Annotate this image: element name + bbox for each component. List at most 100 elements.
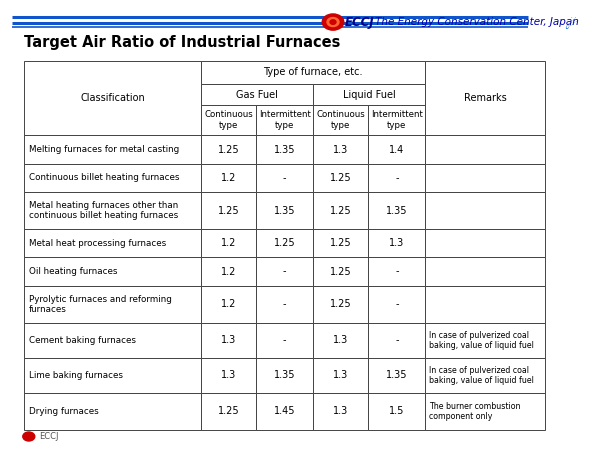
Bar [425,286,545,323]
Bar [256,164,313,192]
Bar [425,257,545,286]
Bar [24,393,201,430]
Bar [24,286,201,323]
Circle shape [330,20,336,24]
Text: Drying furnaces: Drying furnaces [29,407,98,416]
Bar [201,323,256,358]
Text: 1.25: 1.25 [218,144,239,155]
Bar [24,257,201,286]
Bar [368,164,425,192]
Bar [201,257,256,286]
Text: Classification: Classification [80,93,145,103]
Text: Type of furnace, etc.: Type of furnace, etc. [263,68,363,77]
Text: 1.3: 1.3 [221,370,236,380]
Bar [368,105,425,135]
Bar [368,257,425,286]
Text: Intermittent
type: Intermittent type [259,110,311,130]
Bar [313,84,425,105]
Circle shape [327,18,339,27]
Bar [24,358,201,393]
Text: 1.25: 1.25 [330,238,352,248]
Bar [201,164,256,192]
Bar [313,229,368,257]
Text: The Energy Conservation Center, Japan: The Energy Conservation Center, Japan [375,17,579,27]
Bar [425,164,545,192]
Text: Liquid Fuel: Liquid Fuel [343,90,395,99]
Bar [425,393,545,430]
Bar [201,393,256,430]
Bar [425,229,545,257]
Text: 1.45: 1.45 [274,406,295,416]
Bar [313,393,368,430]
Bar [24,135,201,164]
Bar [201,61,425,84]
Text: 1.3: 1.3 [389,238,404,248]
Text: ECCJ: ECCJ [39,432,59,441]
Text: 1.35: 1.35 [386,370,407,380]
Bar [368,358,425,393]
Text: 1.5: 1.5 [389,406,404,416]
Bar [313,135,368,164]
Text: 1.35: 1.35 [386,206,407,216]
Bar [368,323,425,358]
Text: Pyrolytic furnaces and reforming
furnaces: Pyrolytic furnaces and reforming furnace… [29,294,172,314]
Text: -: - [283,266,286,277]
Text: -: - [395,266,398,277]
Circle shape [23,432,35,441]
Text: In case of pulverized coal
baking, value of liquid fuel: In case of pulverized coal baking, value… [429,365,534,385]
Text: ☄: ☄ [564,18,576,32]
Text: 1.2: 1.2 [221,299,236,309]
Bar [201,286,256,323]
Bar [313,358,368,393]
Text: 1.35: 1.35 [274,144,295,155]
Text: Continuous
type: Continuous type [204,110,253,130]
Bar [24,323,201,358]
Bar [256,358,313,393]
Text: 1.25: 1.25 [330,173,352,183]
Bar [425,323,545,358]
Bar [24,61,201,135]
Text: Melting furnaces for metal casting: Melting furnaces for metal casting [29,145,179,154]
Bar [201,135,256,164]
Bar [425,61,545,135]
Circle shape [322,14,344,30]
Text: Continuous billet heating furnaces: Continuous billet heating furnaces [29,174,179,183]
Bar [368,229,425,257]
Bar [368,393,425,430]
Bar [24,192,201,229]
Text: 1.25: 1.25 [274,238,296,248]
Text: Metal heat processing furnaces: Metal heat processing furnaces [29,239,166,248]
Text: Continuous
type: Continuous type [316,110,365,130]
Bar [313,105,368,135]
Text: 1.25: 1.25 [218,206,239,216]
Bar [256,257,313,286]
Text: -: - [283,299,286,309]
Bar [201,84,313,105]
Text: Gas Fuel: Gas Fuel [236,90,278,99]
Text: 1.25: 1.25 [330,206,352,216]
Bar [256,105,313,135]
Text: 1.2: 1.2 [221,266,236,277]
Bar [313,164,368,192]
Bar [24,164,201,192]
Text: 1.3: 1.3 [333,370,349,380]
Text: 1.35: 1.35 [274,206,295,216]
Text: -: - [395,335,398,345]
Bar [256,393,313,430]
Text: Cement baking furnaces: Cement baking furnaces [29,336,136,345]
Bar [256,323,313,358]
Text: -: - [395,299,398,309]
Text: 1.3: 1.3 [221,335,236,345]
Text: 1.25: 1.25 [330,299,352,309]
Bar [425,192,545,229]
Bar [24,229,201,257]
Text: Intermittent
type: Intermittent type [371,110,423,130]
Bar [425,358,545,393]
Text: -: - [395,173,398,183]
Bar [256,192,313,229]
Text: 1.3: 1.3 [333,335,349,345]
Text: In case of pulverized coal
baking, value of liquid fuel: In case of pulverized coal baking, value… [429,330,534,350]
Text: 1.3: 1.3 [333,144,349,155]
Bar [425,135,545,164]
Bar [256,135,313,164]
